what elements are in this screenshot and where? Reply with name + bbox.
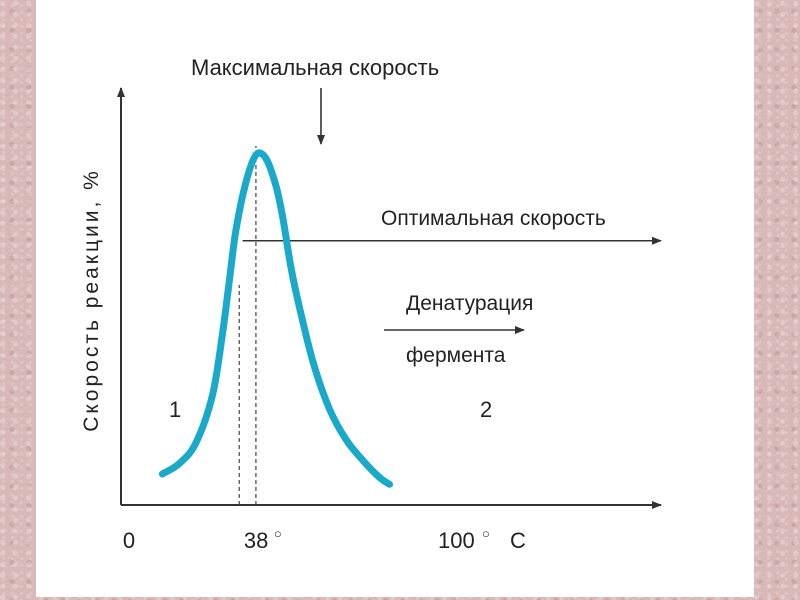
x-tick-unit: С [510, 528, 526, 553]
y-axis-label: Скорость реакции, % [80, 168, 103, 432]
x-tick-degree-100: ○ [482, 526, 490, 541]
region-2-label: 2 [480, 397, 492, 422]
slide-panel: Скорость реакции, % 0 38 ○ 100 ○ С Максимальн… [36, 0, 754, 597]
optimal-speed-label: Оптимальная скорость [381, 207, 606, 230]
x-tick-label-38: 38 [244, 528, 268, 553]
denaturation-label-line1: Денатурация [406, 292, 533, 315]
x-tick-label-100: 100 [438, 528, 475, 553]
max-speed-label: Максимальная скорость [191, 55, 439, 80]
x-tick-degree-38: ○ [274, 526, 282, 541]
enzyme-activity-chart: Скорость реакции, % 0 38 ○ 100 ○ С Максимальн… [80, 55, 662, 553]
region-1-label: 1 [169, 397, 181, 422]
denaturation-label-line2: фермента [406, 344, 506, 367]
x-tick-label-0: 0 [123, 528, 135, 553]
series-line-1 [158, 149, 394, 488]
